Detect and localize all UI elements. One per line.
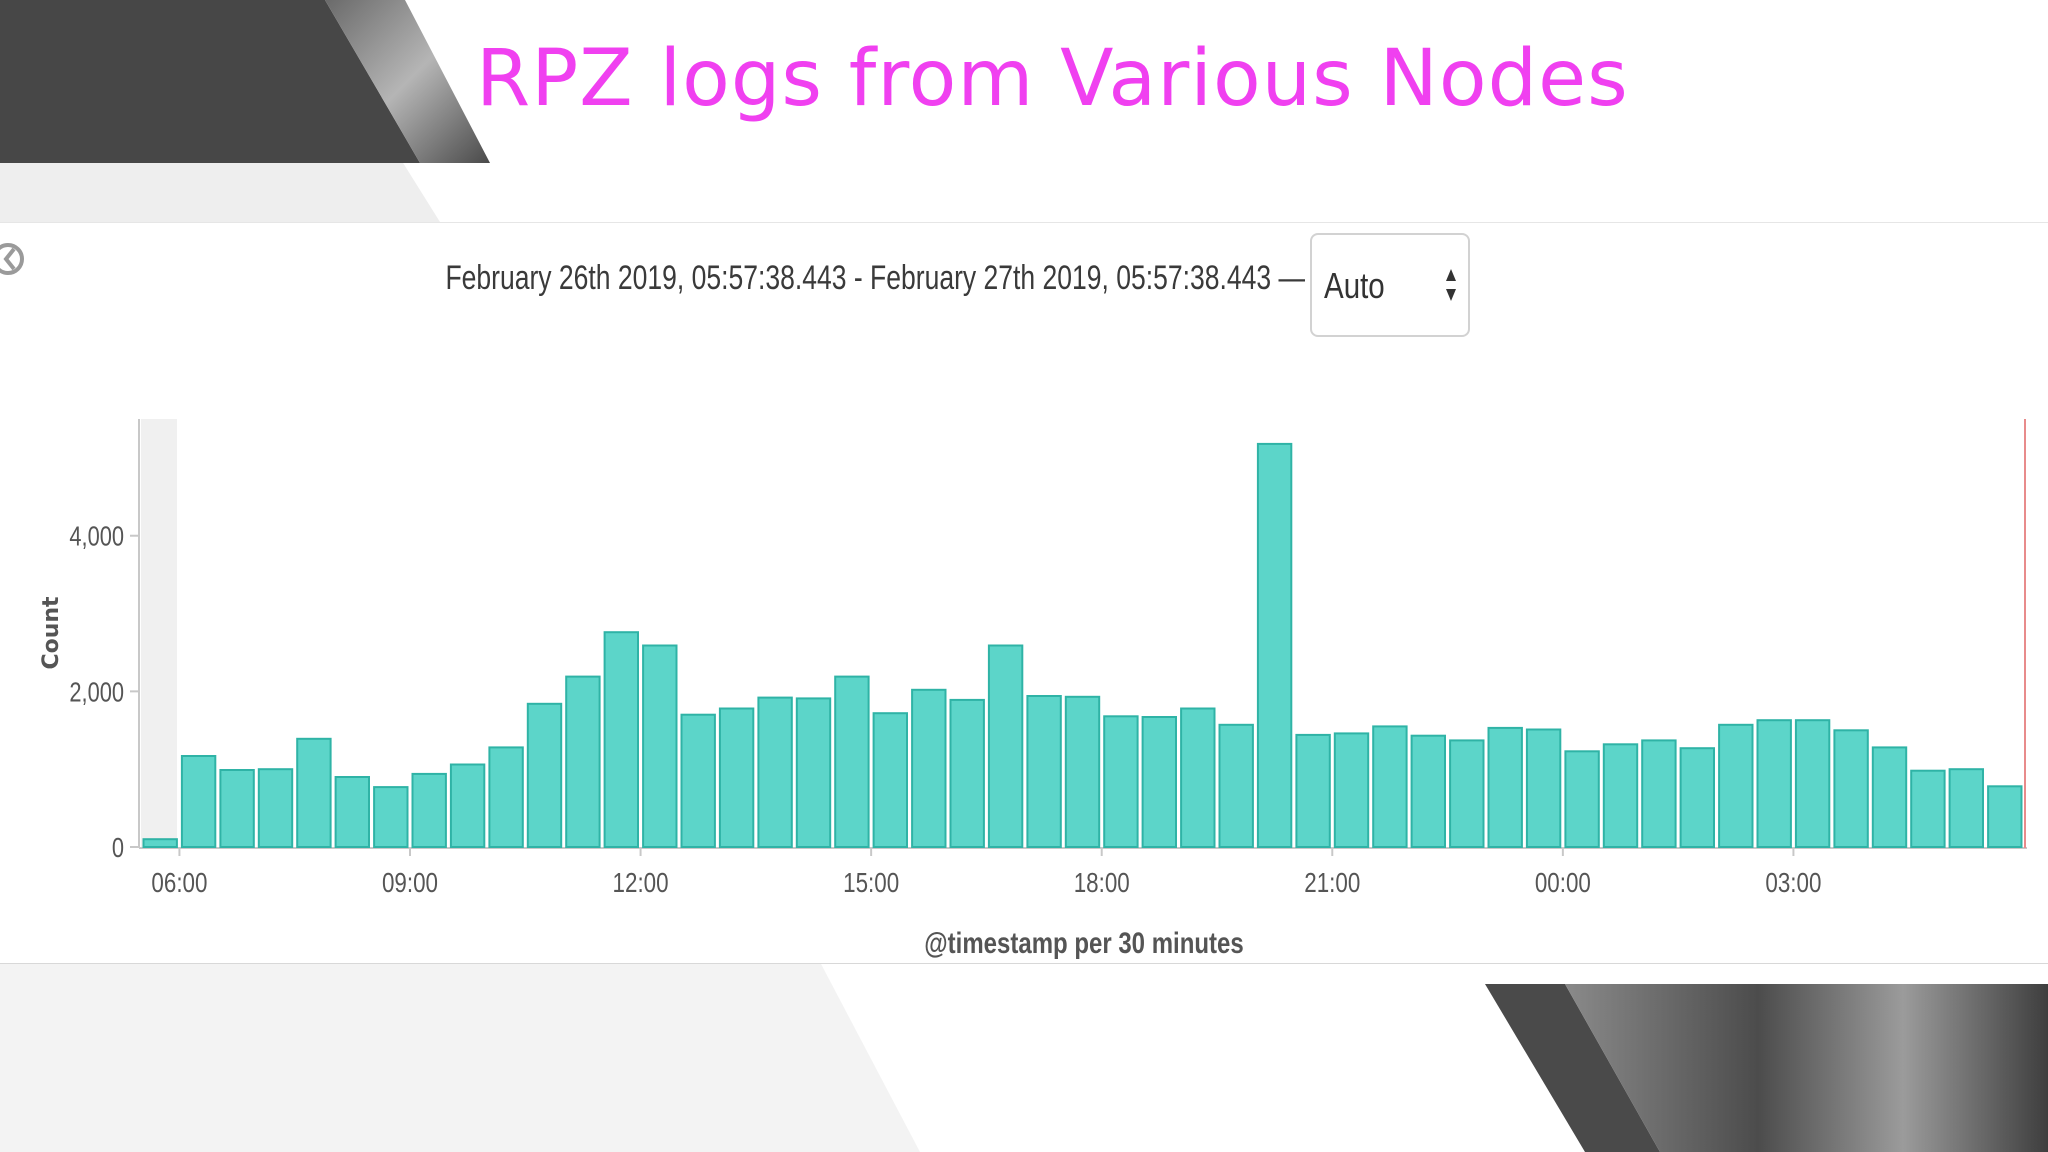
- time-range-label[interactable]: February 26th 2019, 05:57:38.443 - Febru…: [445, 259, 1305, 297]
- bar[interactable]: [1602, 743, 1639, 848]
- bar[interactable]: [987, 644, 1024, 848]
- bar[interactable]: [1026, 695, 1062, 848]
- bar[interactable]: [565, 675, 601, 848]
- bar-chart: 0 2,000 4,000 06:00 09:00 12:00 15:00 18:00 21:…: [39, 419, 2027, 960]
- top-left-dark-shape: [0, 0, 420, 163]
- bar[interactable]: [603, 631, 639, 849]
- bar[interactable]: [449, 763, 486, 848]
- y-tick-label: 0: [112, 832, 124, 863]
- chart-panel: February 26th 2019, 05:57:38.443 - Febru…: [0, 222, 2048, 964]
- bar[interactable]: [1064, 695, 1101, 848]
- bar[interactable]: [1794, 719, 1831, 849]
- bar[interactable]: [142, 838, 178, 849]
- x-tick-label: 21:00: [1304, 868, 1360, 899]
- bar[interactable]: [1141, 716, 1177, 848]
- bar[interactable]: [1756, 719, 1792, 849]
- x-tick-label: 15:00: [843, 868, 899, 899]
- bar[interactable]: [1525, 728, 1562, 848]
- bar[interactable]: [949, 698, 985, 848]
- bar[interactable]: [642, 644, 678, 848]
- bar[interactable]: [718, 707, 755, 848]
- bottom-left-light-band: [0, 962, 920, 1152]
- bar[interactable]: [257, 768, 294, 849]
- bar[interactable]: [1833, 729, 1869, 848]
- bar[interactable]: [911, 688, 947, 848]
- slide-title: RPZ logs from Various Nodes: [476, 34, 1629, 124]
- top-left-light-band: [0, 150, 440, 222]
- x-axis-left-extent: [141, 419, 177, 847]
- interval-select[interactable]: Auto: [1310, 233, 1470, 337]
- bar[interactable]: [834, 675, 870, 848]
- bar[interactable]: [1295, 733, 1331, 848]
- bar[interactable]: [1641, 739, 1677, 849]
- bar[interactable]: [1372, 725, 1408, 848]
- y-tick-label: 4,000: [69, 521, 124, 552]
- bar[interactable]: [1718, 723, 1754, 848]
- bar[interactable]: [1987, 785, 2023, 848]
- x-axis-title: @timestamp per 30 minutes: [924, 925, 1243, 959]
- bar[interactable]: [872, 712, 908, 849]
- bottom-right-dark-shape: [1485, 984, 1660, 1152]
- bar[interactable]: [1256, 442, 1293, 848]
- bar[interactable]: [757, 696, 793, 848]
- bar[interactable]: [1679, 747, 1715, 849]
- bar[interactable]: [488, 746, 524, 849]
- bar[interactable]: [795, 697, 832, 848]
- bar[interactable]: [219, 769, 255, 848]
- x-tick-label: 03:00: [1765, 868, 1821, 899]
- bar[interactable]: [1333, 732, 1370, 848]
- bar[interactable]: [1564, 750, 1600, 848]
- x-tick-label: 09:00: [382, 868, 438, 899]
- bar[interactable]: [1871, 746, 1908, 849]
- x-tick-label: 18:00: [1074, 868, 1130, 899]
- interval-select-value: Auto: [1324, 265, 1385, 306]
- top-left-smoke-band: [325, 0, 490, 163]
- bar[interactable]: [1180, 707, 1216, 848]
- bar[interactable]: [334, 776, 371, 848]
- bar[interactable]: [680, 713, 716, 849]
- bar[interactable]: [1449, 739, 1485, 849]
- bar[interactable]: [373, 786, 409, 848]
- bar[interactable]: [1487, 726, 1523, 848]
- bar[interactable]: [296, 737, 332, 848]
- bottom-right-smoke-shape: [1565, 984, 2048, 1152]
- bar[interactable]: [411, 772, 447, 849]
- bar[interactable]: [1948, 768, 1984, 849]
- bar[interactable]: [1910, 769, 1946, 849]
- x-tick-label: 12:00: [613, 868, 669, 899]
- x-tick-label: 00:00: [1535, 868, 1591, 899]
- y-tick-label: 2,000: [69, 677, 124, 708]
- y-axis-title: Count: [39, 596, 64, 670]
- bar[interactable]: [526, 702, 563, 848]
- bar[interactable]: [180, 755, 217, 848]
- chevron-left-icon[interactable]: [0, 235, 24, 283]
- x-tick-label: 06:00: [151, 868, 207, 899]
- sort-arrows-icon: [1446, 269, 1456, 301]
- bar[interactable]: [1410, 734, 1446, 849]
- bar[interactable]: [1218, 723, 1254, 848]
- bar[interactable]: [1103, 715, 1139, 848]
